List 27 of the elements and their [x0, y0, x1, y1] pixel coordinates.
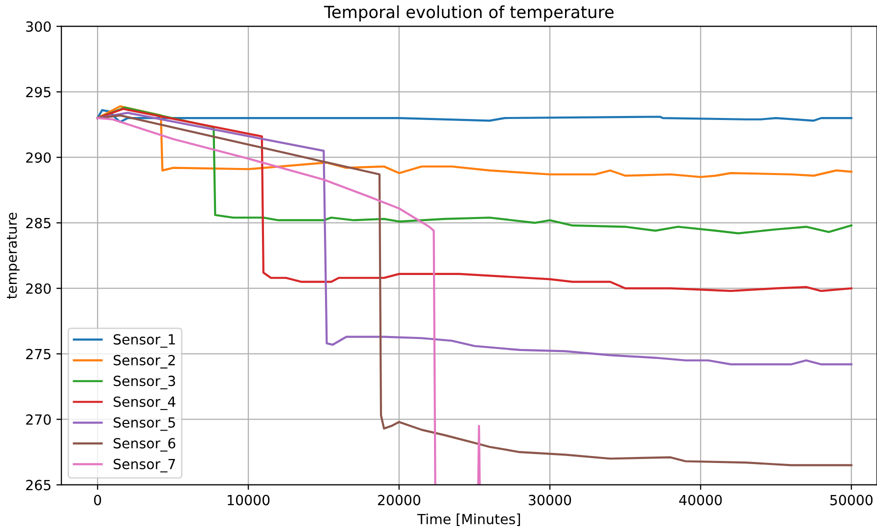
x-tick-label: 40000: [679, 494, 722, 506]
x-tick-label: 50000: [830, 494, 873, 506]
legend-label: Sensor_4: [114, 396, 176, 410]
line-series: [96, 108, 852, 292]
line-series: [96, 109, 852, 124]
y-tick-label: 280: [26, 283, 51, 294]
y-tick-label: 270: [26, 414, 51, 425]
x-tick-label: 30000: [528, 494, 572, 506]
y-tick-label: 295: [26, 86, 50, 98]
chart-title: Temporal evolution of temperature: [324, 5, 614, 22]
x-tick-label: 20000: [378, 494, 420, 506]
legend-label: Sensor_5: [114, 417, 175, 431]
y-tick-label: 265: [26, 480, 50, 490]
y-tick-label: 275: [26, 348, 50, 360]
y-tick-label: 285: [26, 218, 50, 228]
y-tick-label: 290: [26, 152, 51, 163]
line-series: [96, 105, 852, 178]
x-tick-label: 10000: [228, 494, 270, 506]
y-tick-label: 300: [26, 21, 51, 32]
x-axis-title: Time [Minutes]: [417, 514, 520, 526]
legend-label: Sensor_1: [114, 334, 175, 348]
legend-label: Sensor_7: [114, 458, 175, 472]
y-axis-title: temperature: [6, 212, 20, 299]
x-tick-label: 0: [94, 494, 102, 506]
legend-label: Sensor_2: [114, 354, 175, 368]
legend-label: Sensor_6: [114, 438, 176, 452]
legend-label: Sensor_3: [114, 376, 176, 390]
